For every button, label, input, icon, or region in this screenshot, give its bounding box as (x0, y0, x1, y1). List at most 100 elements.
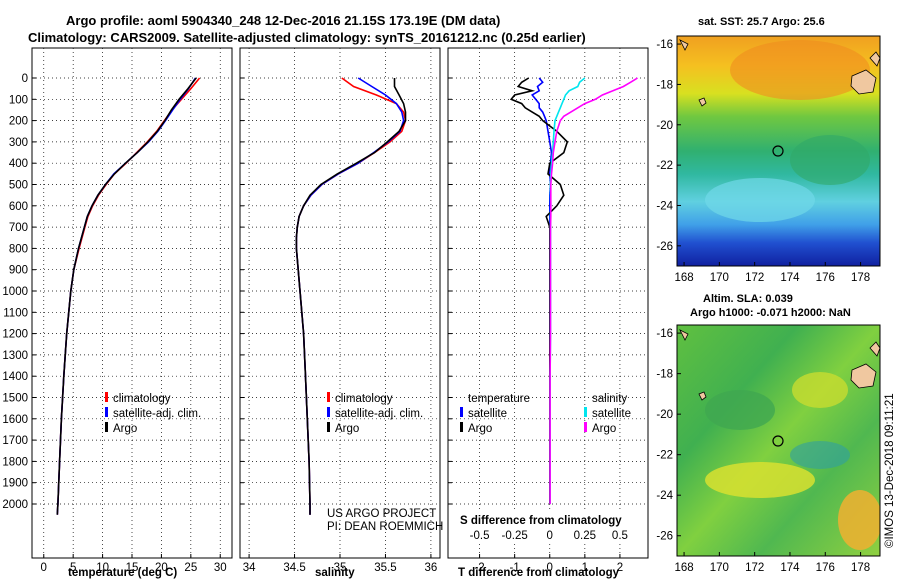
legend-swatch-sal-argo (584, 422, 587, 432)
legend-climatology: climatology (335, 393, 393, 405)
lat-tick-label: -22 (656, 160, 673, 172)
title-line-1: Argo profile: aoml 5904340_248 12-Dec-20… (66, 13, 500, 28)
legend-swatch-temp-satellite (460, 407, 463, 417)
x-tick-label: 20 (155, 562, 168, 574)
lon-tick-label: 170 (710, 272, 729, 284)
island-shape (850, 363, 877, 389)
sla-low-patch (790, 441, 850, 469)
credit-label: ©IMOS 13-Dec-2018 09:11:21 (884, 393, 896, 548)
sla-high-patch (838, 490, 880, 550)
depth-tick-label: 700 (9, 222, 28, 234)
sst-map-frame (676, 35, 881, 267)
title-line-2: Climatology: CARS2009. Satellite-adjuste… (28, 30, 586, 45)
depth-tick-label: 1100 (3, 307, 28, 319)
x-tick-label: -2 (474, 562, 484, 574)
depth-tick-label: 2000 (2, 499, 28, 511)
x-tick-label: 1 (582, 562, 588, 574)
difference-grid (448, 48, 648, 558)
t-difference-tick-labels: -2 -1 0 1 2 (474, 562, 623, 574)
legend-swatch-climatology (105, 392, 108, 402)
series-line-salinity-argo (549, 77, 638, 504)
island-shape (698, 391, 707, 401)
legend-temperature-heading: temperature (468, 393, 530, 405)
legend-swatch-climatology (327, 392, 330, 402)
salinity-profiles (295, 77, 407, 515)
series-line-argo (295, 78, 407, 515)
sla-map-title-1: Altim. SLA: 0.039 (703, 293, 793, 305)
sla-high-patch (705, 462, 815, 498)
salinity-panel: 34 34.5 35 35.5 36 salinity climatology sate… (239, 47, 443, 579)
difference-profiles (509, 77, 638, 504)
sst-map-title: sat. SST: 25.7 Argo: 25.6 (698, 16, 825, 28)
s-tick-label: 0.5 (612, 530, 628, 542)
x-tick-label: 30 (214, 562, 227, 574)
legend-swatch-argo (327, 422, 330, 432)
lon-tick-label: 178 (851, 562, 870, 574)
salinity-tick-labels: 34 34.5 35 35.5 36 (243, 562, 438, 574)
sla-low-patch (705, 390, 775, 430)
legend-climatology: climatology (113, 393, 171, 405)
temperature-profiles (56, 77, 201, 515)
legend-sal-satellite: satellite (592, 408, 631, 420)
temperature-legend: climatology satellite-adj. clim. Argo (105, 392, 201, 435)
lon-tick-label: 168 (674, 562, 693, 574)
sla-map: Altim. SLA: 0.039 Argo h1000: -0.071 h20… (656, 293, 881, 574)
x-tick-label: 35.5 (374, 562, 396, 574)
legend-argo: Argo (113, 423, 137, 435)
temperature-axis-label: temperature (deg C) (68, 567, 177, 579)
lat-tick-label: -26 (656, 241, 673, 253)
sla-longitude-ticks: 168 170 172 174 176 178 (674, 552, 870, 574)
project-label: US ARGO PROJECT (327, 508, 436, 520)
lon-tick-label: 176 (816, 562, 835, 574)
island-shape (869, 51, 880, 67)
salinity-grid (240, 48, 440, 558)
legend-sal-argo: Argo (592, 423, 616, 435)
salinity-legend: climatology satellite-adj. clim. Argo (327, 392, 423, 435)
lat-tick-label: -16 (656, 328, 673, 340)
lon-tick-label: 172 (745, 562, 764, 574)
argo-position-marker (772, 435, 784, 447)
depth-tick-label: 300 (9, 137, 28, 149)
legend-temp-argo: Argo (468, 423, 492, 435)
x-tick-label: 5 (70, 562, 76, 574)
depth-tick-labels: 0 100 200 300 400 500 600 700 800 900 1000 1100 1200… (2, 73, 28, 511)
x-tick-label: 35 (334, 562, 347, 574)
depth-tick-label: 1700 (2, 435, 28, 447)
legend-swatch-satellite (327, 407, 330, 417)
sst-map: sat. SST: 25.7 Argo: 25.6 168 170 172 174 17… (656, 16, 881, 284)
sla-map-title-2: Argo h1000: -0.071 h2000: NaN (690, 307, 851, 319)
lat-tick-label: -24 (656, 200, 673, 212)
sst-longitude-ticks: 168 170 172 174 176 178 (674, 262, 870, 284)
lat-tick-label: -18 (656, 369, 673, 381)
legend-swatch-sal-satellite (584, 407, 587, 417)
legend-satellite: satellite-adj. clim. (113, 408, 201, 420)
lat-tick-label: -18 (656, 79, 673, 91)
sst-cool-patch (705, 178, 815, 222)
legend-swatch-argo (105, 422, 108, 432)
lon-tick-label: 174 (780, 272, 800, 284)
x-tick-label: 34.5 (283, 562, 305, 574)
argo-position-marker (772, 145, 784, 157)
lat-tick-label: -20 (656, 409, 673, 421)
pi-label: PI: DEAN ROEMMICH (327, 521, 443, 533)
sla-latitude-ticks: -16 -18 -20 -22 -24 -26 (656, 328, 681, 543)
sla-high-patch (792, 372, 848, 408)
island-shape (869, 341, 880, 357)
legend-salinity-heading: salinity (592, 393, 627, 405)
lat-tick-label: -26 (656, 531, 673, 543)
depth-tick-label: 0 (22, 73, 28, 85)
s-tick-label: 0 (547, 530, 553, 542)
salinity-axis-label: salinity (315, 567, 355, 579)
s-tick-label: -0.5 (470, 530, 490, 542)
s-difference-tick-labels: -0.5 -0.25 0 0.25 0.5 (470, 530, 628, 542)
x-tick-label: 15 (126, 562, 139, 574)
lon-tick-label: 174 (780, 562, 800, 574)
x-tick-label: 10 (96, 562, 109, 574)
temperature-panel: 0100200300400500600700800900100011001200… (2, 47, 233, 579)
legend-satellite: satellite-adj. clim. (335, 408, 423, 420)
depth-tick-label: 200 (9, 116, 28, 128)
lon-tick-label: 172 (745, 272, 764, 284)
temperature-tick-labels: 0 5 10 15 20 25 30 (41, 562, 227, 574)
x-tick-label: 2 (617, 562, 623, 574)
